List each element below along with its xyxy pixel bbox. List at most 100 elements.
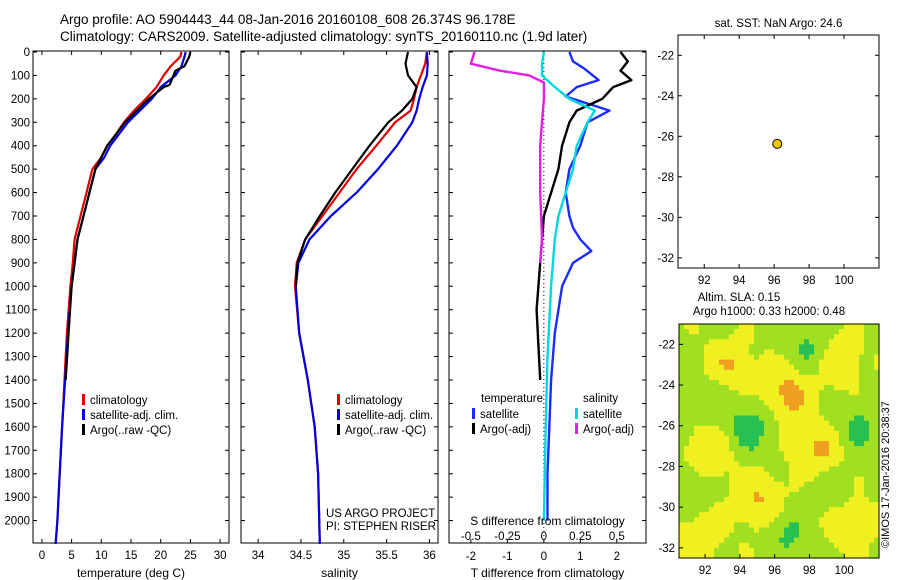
heatmap-cell	[784, 374, 790, 381]
heatmap-cell	[819, 369, 825, 376]
heatmap-cell	[709, 486, 715, 493]
heatmap-cell	[794, 456, 800, 462]
S-tick-label: -0.5	[461, 531, 481, 543]
heatmap-cell	[814, 420, 820, 427]
heatmap-cell	[729, 466, 735, 473]
heatmap-cell	[824, 334, 830, 340]
heatmap-cell	[739, 354, 745, 361]
heatmap-cell	[754, 517, 760, 523]
heatmap-cell	[869, 410, 875, 417]
heatmap-cell	[804, 517, 810, 523]
heatmap-cell	[804, 339, 810, 345]
heatmap-cell	[819, 471, 825, 478]
heatmap-cell	[819, 339, 825, 345]
heatmap-cell	[714, 369, 720, 376]
temperature-series-line	[54, 51, 183, 545]
heatmap-cell	[774, 369, 780, 376]
heatmap-cell	[694, 537, 700, 544]
difference-legend-salinity-swatch	[575, 423, 578, 434]
heatmap-cell	[684, 420, 690, 427]
heatmap-cell	[849, 552, 855, 559]
heatmap-cell	[744, 471, 750, 478]
heatmap-cell	[794, 379, 800, 386]
heatmap-cell	[844, 446, 850, 452]
heatmap-cell	[784, 339, 790, 345]
heatmap-cell	[699, 334, 705, 340]
heatmap-cell	[859, 441, 865, 447]
heatmap-cell	[709, 451, 715, 457]
heatmap-cell	[764, 441, 770, 447]
heatmap-cell	[854, 369, 860, 376]
heatmap-cell	[754, 425, 760, 432]
heatmap-cell	[834, 476, 840, 483]
heatmap-cell	[854, 349, 860, 356]
heatmap-cell	[779, 517, 785, 523]
depth-tick-label: 700	[11, 211, 30, 223]
heatmap-cell	[859, 491, 865, 498]
heatmap-cell	[764, 507, 770, 513]
heatmap-cell	[859, 364, 865, 371]
heatmap-cell	[804, 512, 810, 518]
heatmap-cell	[754, 552, 760, 559]
heatmap-cell	[739, 446, 745, 452]
heatmap-cell	[754, 451, 760, 457]
heatmap-cell	[684, 430, 690, 437]
heatmap-cell	[774, 364, 780, 371]
heatmap-cell	[859, 420, 865, 427]
heatmap-cell	[854, 527, 860, 534]
x-tick-label: 10	[95, 550, 108, 562]
heatmap-cell	[759, 542, 765, 549]
heatmap-cell	[714, 456, 720, 462]
heatmap-cell	[689, 491, 695, 498]
heatmap-cell	[699, 532, 705, 539]
heatmap-cell	[769, 344, 775, 351]
heatmap-cell	[874, 410, 880, 417]
heatmap-cell	[809, 547, 815, 554]
heatmap-cell	[709, 456, 715, 462]
heatmap-cell	[734, 491, 740, 498]
position-map-title: sat. SST: NaN Argo: 24.6	[715, 18, 843, 30]
depth-tick-label: 1900	[4, 492, 30, 504]
heatmap-cell	[814, 344, 820, 351]
heatmap-cell	[694, 532, 700, 539]
heatmap-cell	[744, 415, 750, 422]
heatmap-cell	[709, 420, 715, 427]
heatmap-cell	[804, 329, 810, 335]
heatmap-cell	[779, 339, 785, 345]
heatmap-cell	[814, 476, 820, 483]
heatmap-cell	[819, 441, 825, 447]
heatmap-cell	[864, 491, 870, 498]
heatmap-cell	[874, 339, 880, 345]
heatmap-cell	[694, 552, 700, 559]
heatmap-cell	[734, 517, 740, 523]
heatmap-cell	[769, 349, 775, 356]
heatmap-cell	[694, 324, 700, 330]
heatmap-cell	[694, 369, 700, 376]
heatmap-cell	[734, 441, 740, 447]
heatmap-cell	[789, 374, 795, 381]
heatmap-cell	[809, 496, 815, 503]
heatmap-cell	[699, 344, 705, 351]
heatmap-cell	[859, 466, 865, 473]
heatmap-cell	[759, 456, 765, 462]
heatmap-cell	[699, 415, 705, 422]
heatmap-cell	[844, 420, 850, 427]
heatmap-cell	[864, 324, 870, 330]
heatmap-cell	[749, 461, 755, 468]
heatmap-cell	[874, 507, 880, 513]
heatmap-cell	[759, 405, 765, 412]
heatmap-cell	[829, 491, 835, 498]
heatmap-cell	[749, 456, 755, 462]
heatmap-cell	[689, 354, 695, 361]
heatmap-cell	[819, 374, 825, 381]
heatmap-cell	[764, 324, 770, 330]
heatmap-cell	[849, 486, 855, 493]
salinity-legend-label: climatology	[345, 395, 403, 407]
difference-legend-salinity-label: satellite	[583, 409, 622, 421]
heatmap-cell	[784, 390, 790, 396]
heatmap-cell	[829, 430, 835, 437]
heatmap-cell	[704, 400, 710, 406]
heatmap-cell	[804, 344, 810, 351]
heatmap-cell	[739, 512, 745, 518]
heatmap-cell	[689, 542, 695, 549]
